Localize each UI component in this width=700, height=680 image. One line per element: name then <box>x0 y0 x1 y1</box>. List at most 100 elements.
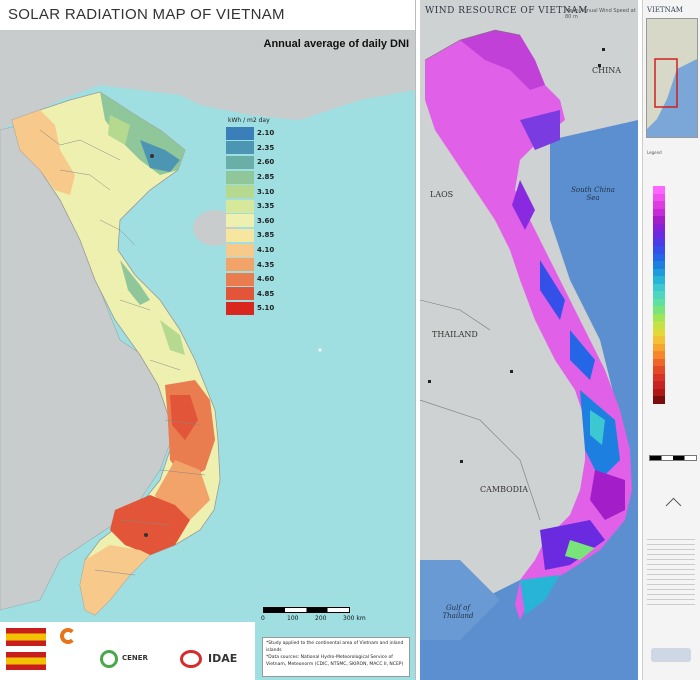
label-laos: LAOS <box>430 190 454 199</box>
dni-legend-swatch <box>226 155 254 169</box>
wind-legend-swatch <box>653 343 665 351</box>
dni-legend-swatch <box>226 272 254 286</box>
dni-legend-item: 3.35 <box>226 199 274 214</box>
solar-map-header: SOLAR RADIATION MAP OF VIETNAM <box>0 0 415 30</box>
scale-bar-graphic <box>263 607 350 613</box>
dni-legend-item: 3.10 <box>226 184 274 199</box>
scale-label-100: 100 <box>287 615 299 622</box>
wind-legend-swatch <box>653 328 665 336</box>
idae-ring-logo <box>180 650 202 668</box>
inset-title: VIETNAM <box>647 6 683 14</box>
dni-legend-item: 4.10 <box>226 243 274 258</box>
idae-logo-text: IDAE <box>208 652 238 665</box>
wind-legend-swatch <box>653 313 665 321</box>
wind-legend-swatch <box>653 201 665 209</box>
dni-legend-swatch <box>226 199 254 213</box>
dni-legend-value: 4.60 <box>257 275 275 284</box>
wind-legend-swatch <box>653 268 665 276</box>
dni-legend-item: 2.60 <box>226 155 274 170</box>
sidebar-text-block <box>647 535 695 605</box>
wind-map-subtitle: Mean Annual Wind Speed at 80 m <box>565 8 636 20</box>
note-data-sources: *Data sources: National Hydro-Meteorolog… <box>266 655 404 667</box>
partner-logos: CENER IDAE <box>0 622 255 680</box>
dni-legend-value: 2.85 <box>257 173 275 182</box>
label-thailand: THAILAND <box>432 330 478 339</box>
dni-legend-swatch <box>226 170 254 184</box>
dni-legend-item: 2.10 <box>226 126 274 141</box>
dni-legend-value: 3.35 <box>257 202 275 211</box>
wind-legend-swatch <box>653 246 665 254</box>
wind-legend-swatch <box>653 366 665 374</box>
wind-legend-swatch <box>653 358 665 366</box>
dni-legend-swatch <box>226 126 254 140</box>
wind-speed-legend <box>653 186 665 404</box>
source-notes: *Study applied to the continental area o… <box>262 637 410 677</box>
label-cambodia: CAMBODIA <box>480 485 529 494</box>
legend-title: Legend <box>647 150 662 155</box>
dni-legend-swatch <box>226 185 254 199</box>
dni-legend-item: 4.35 <box>226 257 274 272</box>
dni-legend-swatch <box>226 141 254 155</box>
wind-legend-swatch <box>653 291 665 299</box>
label-gulf-of-thailand: Gulf of Thailand <box>442 604 474 620</box>
dni-legend-item: 3.60 <box>226 214 274 229</box>
spain-coat-of-arms-logo <box>6 628 46 646</box>
wind-legend-swatch <box>653 298 665 306</box>
cener-logo-text: CENER <box>122 654 148 662</box>
dni-legend-value: 3.60 <box>257 216 275 225</box>
wind-legend-swatch <box>653 186 665 194</box>
wind-legend-swatch <box>653 321 665 329</box>
dni-legend-value: 4.85 <box>257 289 275 298</box>
note-study-area: *Study applied to the continental area o… <box>266 641 404 653</box>
dni-legend-swatch <box>226 258 254 272</box>
wind-map-area: WIND RESOURCE OF VIETNAM Mean Annual Win… <box>420 0 638 680</box>
dni-legend-unit: kWh / m2 day <box>228 117 270 124</box>
solar-map-panel: SOLAR RADIATION MAP OF VIETNAM Annual av… <box>0 0 416 680</box>
dni-legend-value: 2.10 <box>257 129 275 138</box>
dni-legend-item: 4.85 <box>226 287 274 302</box>
wind-legend-swatch <box>653 193 665 201</box>
wind-legend-swatch <box>653 238 665 246</box>
dni-legend-value: 2.60 <box>257 158 275 167</box>
wind-legend-swatch <box>653 216 665 224</box>
spain-coat-of-arms-logo-2 <box>6 652 46 670</box>
wind-legend-swatch <box>653 261 665 269</box>
locator-inset-map <box>646 18 698 138</box>
wind-map-graphic <box>420 29 638 680</box>
wind-legend-swatch <box>653 373 665 381</box>
wind-legend-swatch <box>653 351 665 359</box>
dni-legend-swatch <box>226 228 254 242</box>
ring-logo <box>100 650 118 668</box>
orange-c-logo <box>60 628 76 644</box>
solar-map-graphic <box>0 30 415 616</box>
dni-legend-rows: 2.10 2.35 2.60 2.85 3.10 3.35 3.60 3.85 4.10 4.35… <box>226 126 274 316</box>
dni-legend-item: 2.85 <box>226 170 274 185</box>
wind-legend-swatch <box>653 253 665 261</box>
dni-legend-swatch <box>226 243 254 257</box>
scale-label-300: 300 km <box>343 615 366 622</box>
wind-legend-swatch <box>653 276 665 284</box>
sidebar-logo <box>651 648 691 662</box>
dni-legend-item: 5.10 <box>226 301 274 316</box>
solar-map-title: SOLAR RADIATION MAP OF VIETNAM <box>8 6 285 23</box>
scale-label-200: 200 <box>315 615 327 622</box>
wind-legend-swatch <box>653 388 665 396</box>
wind-map-panel: WIND RESOURCE OF VIETNAM Mean Annual Win… <box>420 0 700 680</box>
north-arrow-icon <box>665 497 682 514</box>
label-china: CHINA <box>592 66 622 75</box>
dni-legend-swatch <box>226 214 254 228</box>
wind-legend-swatch <box>653 381 665 389</box>
dni-legend-value: 4.10 <box>257 246 275 255</box>
solar-map-subtitle: Annual average of daily DNI <box>263 38 409 50</box>
dni-legend-value: 5.10 <box>257 304 275 313</box>
dni-legend-item: 3.85 <box>226 228 274 243</box>
wind-legend-swatch <box>653 223 665 231</box>
dni-legend-value: 3.10 <box>257 187 275 196</box>
dni-legend: kWh / m2 day 2.10 2.35 2.60 2.85 3.10 3.35 3.6… <box>226 117 274 316</box>
sidebar-scale-graphic <box>649 455 697 461</box>
label-south-china-sea: South China Sea <box>571 186 615 202</box>
wind-map-sidebar: VIETNAM Legend <box>642 0 700 680</box>
wind-legend-swatch <box>653 306 665 314</box>
dni-legend-value: 3.85 <box>257 231 275 240</box>
